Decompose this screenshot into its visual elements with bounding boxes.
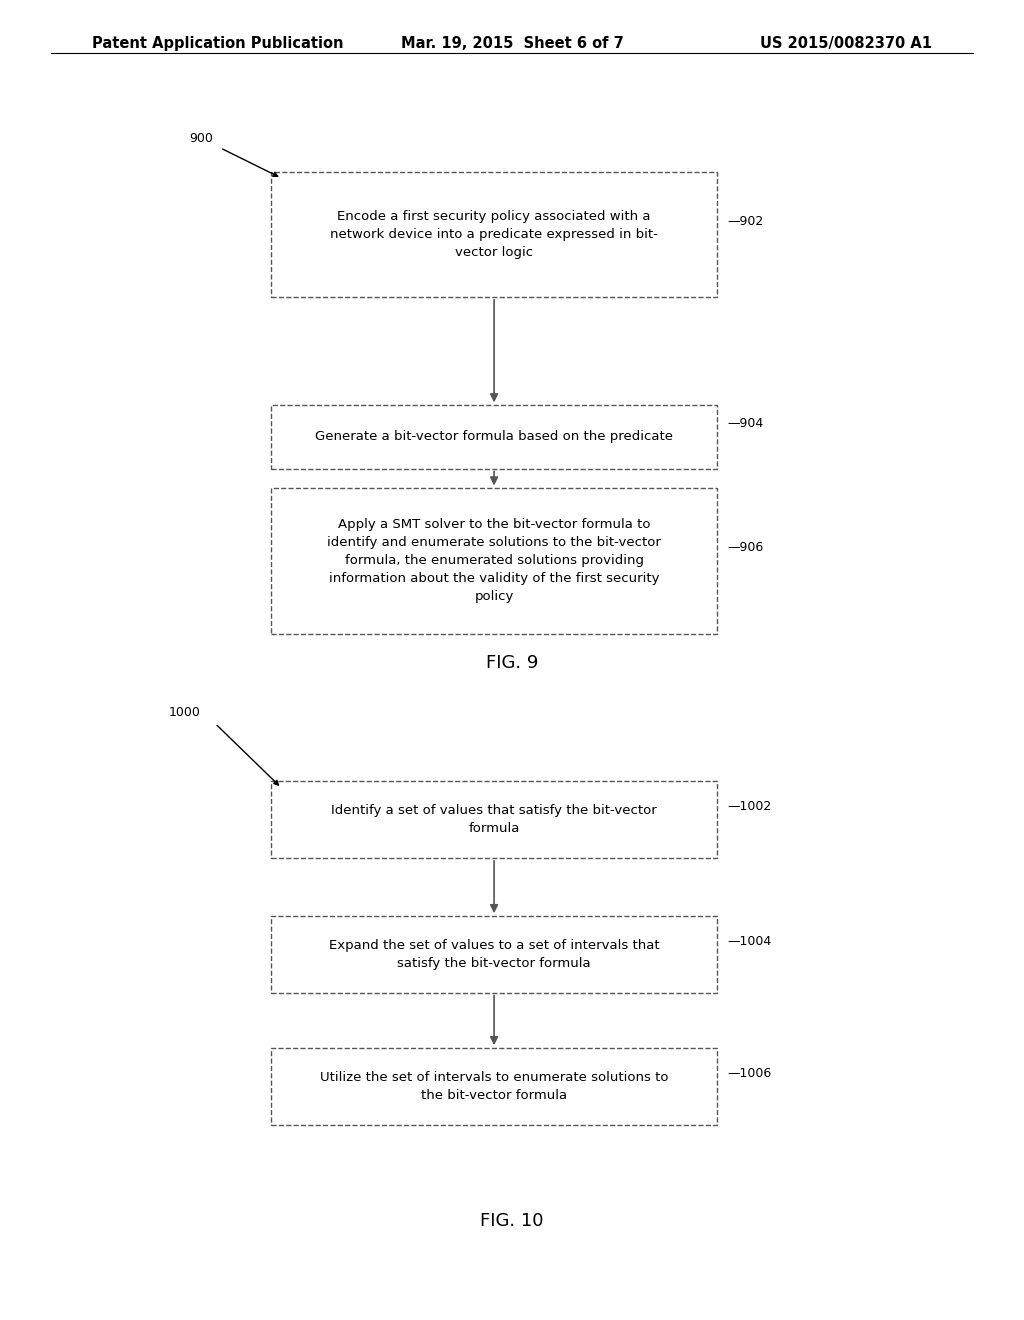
Text: —1004: —1004 bbox=[727, 935, 771, 948]
FancyBboxPatch shape bbox=[271, 916, 717, 993]
FancyBboxPatch shape bbox=[271, 1048, 717, 1125]
Text: Mar. 19, 2015  Sheet 6 of 7: Mar. 19, 2015 Sheet 6 of 7 bbox=[400, 36, 624, 50]
Text: FIG. 10: FIG. 10 bbox=[480, 1212, 544, 1230]
Text: Identify a set of values that satisfy the bit-vector
formula: Identify a set of values that satisfy th… bbox=[331, 804, 657, 836]
FancyBboxPatch shape bbox=[271, 405, 717, 469]
Text: Utilize the set of intervals to enumerate solutions to
the bit-vector formula: Utilize the set of intervals to enumerat… bbox=[319, 1071, 669, 1102]
Text: Patent Application Publication: Patent Application Publication bbox=[92, 36, 344, 50]
Text: Apply a SMT solver to the bit-vector formula to
identify and enumerate solutions: Apply a SMT solver to the bit-vector for… bbox=[327, 519, 662, 603]
FancyBboxPatch shape bbox=[271, 172, 717, 297]
Text: Generate a bit-vector formula based on the predicate: Generate a bit-vector formula based on t… bbox=[315, 430, 673, 444]
FancyBboxPatch shape bbox=[271, 488, 717, 634]
Text: US 2015/0082370 A1: US 2015/0082370 A1 bbox=[760, 36, 932, 50]
Text: Expand the set of values to a set of intervals that
satisfy the bit-vector formu: Expand the set of values to a set of int… bbox=[329, 939, 659, 970]
Text: 900: 900 bbox=[189, 132, 213, 145]
Text: FIG. 9: FIG. 9 bbox=[485, 653, 539, 672]
Text: 1000: 1000 bbox=[169, 706, 201, 719]
Text: —904: —904 bbox=[727, 417, 763, 430]
Text: —1006: —1006 bbox=[727, 1067, 771, 1080]
Text: Encode a first security policy associated with a
network device into a predicate: Encode a first security policy associate… bbox=[330, 210, 658, 259]
Text: —902: —902 bbox=[727, 215, 763, 227]
FancyBboxPatch shape bbox=[271, 781, 717, 858]
Text: —906: —906 bbox=[727, 541, 763, 554]
Text: —1002: —1002 bbox=[727, 800, 771, 813]
